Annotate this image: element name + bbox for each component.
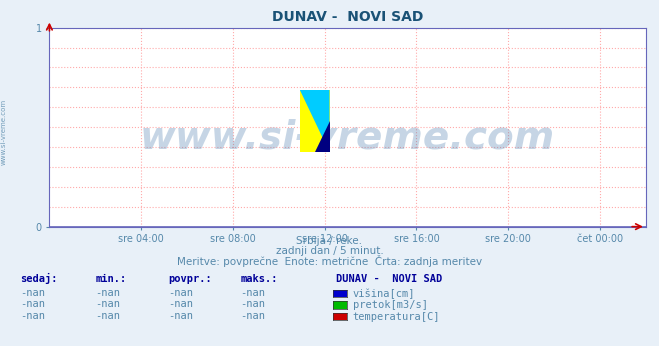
Text: povpr.:: povpr.: xyxy=(168,274,212,284)
Text: višina[cm]: višina[cm] xyxy=(353,289,415,299)
Text: pretok[m3/s]: pretok[m3/s] xyxy=(353,300,428,310)
Text: -nan: -nan xyxy=(168,311,193,321)
Text: www.si-vreme.com: www.si-vreme.com xyxy=(140,118,556,156)
Text: -nan: -nan xyxy=(168,288,193,298)
Text: min.:: min.: xyxy=(96,274,127,284)
Text: sedaj:: sedaj: xyxy=(20,273,57,284)
Text: zadnji dan / 5 minut.: zadnji dan / 5 minut. xyxy=(275,246,384,256)
Text: temperatura[C]: temperatura[C] xyxy=(353,312,440,322)
Title: DUNAV -  NOVI SAD: DUNAV - NOVI SAD xyxy=(272,10,423,24)
Text: Srbija / reke.: Srbija / reke. xyxy=(297,236,362,246)
Text: www.si-vreme.com: www.si-vreme.com xyxy=(0,98,7,165)
Text: -nan: -nan xyxy=(241,311,266,321)
Text: -nan: -nan xyxy=(168,299,193,309)
Text: -nan: -nan xyxy=(96,288,121,298)
Polygon shape xyxy=(300,90,330,152)
Polygon shape xyxy=(300,90,330,152)
Text: maks.:: maks.: xyxy=(241,274,278,284)
Text: -nan: -nan xyxy=(20,288,45,298)
Text: -nan: -nan xyxy=(96,299,121,309)
Text: DUNAV -  NOVI SAD: DUNAV - NOVI SAD xyxy=(336,274,442,284)
Polygon shape xyxy=(315,121,330,152)
Text: -nan: -nan xyxy=(20,299,45,309)
Text: -nan: -nan xyxy=(241,288,266,298)
Text: -nan: -nan xyxy=(96,311,121,321)
Text: -nan: -nan xyxy=(20,311,45,321)
Text: Meritve: povprečne  Enote: metrične  Črta: zadnja meritev: Meritve: povprečne Enote: metrične Črta:… xyxy=(177,255,482,267)
Text: -nan: -nan xyxy=(241,299,266,309)
